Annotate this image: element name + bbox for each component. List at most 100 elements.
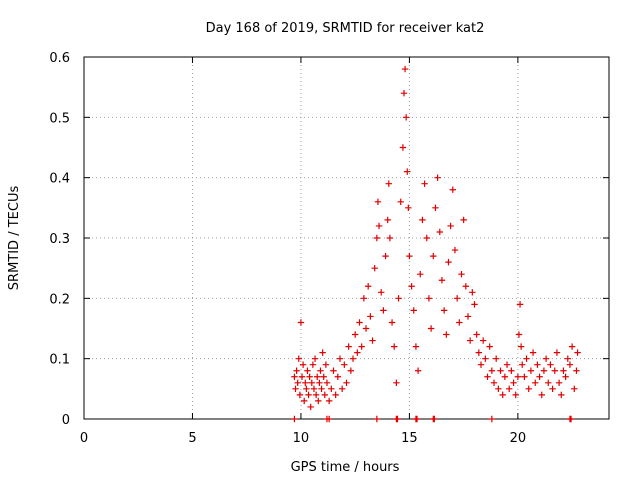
- data-point: [479, 337, 487, 344]
- data-point: [486, 343, 493, 350]
- data-point: [525, 385, 532, 393]
- data-point: [492, 355, 500, 362]
- data-point: [341, 361, 348, 368]
- data-point: [545, 379, 552, 386]
- data-point: [490, 379, 498, 386]
- data-point: [555, 379, 563, 386]
- data-point: [538, 391, 545, 399]
- data-point: [322, 361, 330, 368]
- data-point: [399, 144, 407, 151]
- data-point: [432, 204, 439, 212]
- data-point: [316, 379, 323, 386]
- data-point: [303, 385, 310, 393]
- data-point: [567, 415, 575, 423]
- data-point: [406, 252, 413, 260]
- data-point: [319, 349, 326, 356]
- data-point: [445, 258, 452, 266]
- data-point: [400, 90, 408, 97]
- data-point: [336, 355, 344, 362]
- data-point: [430, 252, 437, 260]
- data-point: [358, 343, 365, 350]
- data-point: [401, 65, 409, 73]
- data-point: [440, 307, 448, 314]
- data-point: [328, 385, 335, 393]
- data-point: [362, 325, 370, 332]
- data-point: [503, 361, 511, 368]
- data-point: [393, 379, 400, 386]
- data-point: [412, 343, 420, 350]
- data-point: [497, 367, 504, 374]
- y-tick-label: 0.6: [49, 51, 70, 66]
- data-point: [571, 385, 578, 393]
- data-point: [560, 367, 567, 374]
- x-tick-label: 10: [293, 431, 310, 446]
- data-point: [311, 355, 319, 362]
- data-point: [471, 301, 478, 308]
- chart-title: Day 168 of 2019, SRMTID for receiver kat…: [206, 21, 485, 36]
- data-point: [458, 271, 465, 278]
- data-point: [508, 367, 515, 374]
- data-point: [373, 415, 381, 423]
- data-point: [391, 343, 398, 350]
- data-point: [317, 367, 324, 374]
- data-point: [527, 367, 535, 374]
- data-point: [323, 379, 331, 386]
- data-point: [553, 349, 561, 356]
- y-tick-label: 0.4: [49, 172, 70, 187]
- data-point: [519, 361, 526, 368]
- data-point: [419, 216, 426, 224]
- data-point: [369, 337, 376, 344]
- data-point: [338, 385, 346, 393]
- data-point: [374, 198, 382, 205]
- data-point: [378, 289, 385, 296]
- data-point: [408, 283, 415, 290]
- data-point: [436, 228, 443, 236]
- data-point: [364, 283, 372, 290]
- data-point: [562, 373, 569, 380]
- data-point: [318, 385, 325, 393]
- data-point: [469, 289, 476, 296]
- data-point: [534, 361, 541, 368]
- data-point: [314, 373, 321, 380]
- data-point: [304, 367, 311, 374]
- data-point: [305, 391, 312, 399]
- data-point: [542, 355, 550, 362]
- data-point: [447, 222, 454, 230]
- data-point: [425, 295, 433, 302]
- data-point: [294, 379, 301, 386]
- data-point: [512, 391, 519, 399]
- data-point: [443, 331, 450, 338]
- data-point: [462, 283, 470, 290]
- data-point: [453, 295, 461, 302]
- data-point: [558, 391, 565, 399]
- data-point: [320, 373, 327, 380]
- data-point: [297, 319, 305, 326]
- data-point: [367, 313, 374, 320]
- data-point: [417, 271, 424, 278]
- data-point: [423, 234, 430, 242]
- data-point: [330, 367, 337, 374]
- data-point: [540, 367, 548, 374]
- data-point: [307, 403, 314, 411]
- data-point: [404, 168, 411, 175]
- x-tick-label: 0: [80, 431, 88, 446]
- data-point: [343, 379, 350, 386]
- data-point: [298, 373, 306, 380]
- data-point: [438, 277, 446, 284]
- data-point: [394, 415, 401, 423]
- data-point: [293, 367, 300, 374]
- data-point: [517, 343, 525, 350]
- grid-layer: [84, 57, 609, 419]
- data-point: [574, 349, 581, 356]
- data-point: [332, 391, 339, 399]
- y-tick-label: 0: [62, 413, 70, 428]
- data-point: [405, 204, 412, 212]
- data-point: [499, 391, 506, 399]
- data-point: [360, 295, 368, 302]
- data-point: [375, 222, 383, 230]
- data-point: [310, 385, 318, 393]
- data-point: [373, 234, 381, 242]
- data-point: [460, 216, 467, 224]
- x-tick-label: 5: [188, 431, 196, 446]
